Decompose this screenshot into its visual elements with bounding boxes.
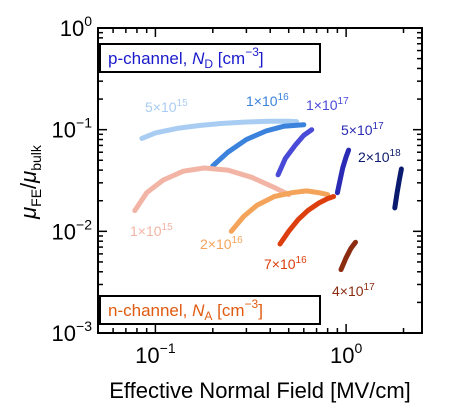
series-line-n-9 [338,239,358,273]
curve-label-n-9: 4×1017 [332,282,375,299]
series-line-p-4 [334,147,352,196]
curve-label-p-5: 2×1018 [358,148,401,165]
legend-layer: p-channel, ND [cm−3] n-channel, NA [cm−3] [99,43,321,325]
x-tick-label: 10−1 [135,340,176,368]
y-axis-title: μFE/μbulk [16,144,44,220]
series-line-n-8 [277,194,337,247]
legend-text-p: p-channel, ND [cm−3] [108,45,264,71]
series-line-p-5 [392,166,404,211]
y-tick-label: 10−1 [52,115,93,143]
legend-box-n [99,295,321,325]
curve-label-n-6: 1×1015 [130,222,173,239]
y-tick-label: 10−2 [52,216,93,244]
y-tick-label: 10−3 [52,318,93,346]
series-line-p-2 [210,122,307,169]
y-tick-label: 100 [60,13,92,41]
curve-label-n-7: 2×1016 [200,235,243,252]
curve-label-p-4: 5×1017 [341,121,384,138]
curve-label-n-8: 7×1016 [264,255,307,272]
series-line-p-1 [139,118,300,141]
curve-label-p-3: 1×1017 [306,96,349,113]
legend-text-n: n-channel, NA [cm−3] [108,297,263,323]
legend-box-p [99,43,321,73]
plot-area-frame [97,27,423,334]
axis-ticks: 10−1 100 10−3 10−2 10−1 100 [52,13,422,368]
series-line-n-7 [228,188,331,234]
curve-label-p-2: 1×1016 [246,92,289,109]
curve-label-layer: 5×1015 1×1016 1×1017 5×1017 2×1018 1×1015 2×10… [130,92,401,299]
curve-label-p-1: 5×1015 [145,98,188,115]
series-line-n-6 [132,165,292,214]
x-tick-label: 100 [330,340,362,368]
x-axis-title: Effective Normal Field [MV/cm] [109,378,411,403]
series-layer [132,118,404,273]
series-line-p-3 [275,127,315,178]
